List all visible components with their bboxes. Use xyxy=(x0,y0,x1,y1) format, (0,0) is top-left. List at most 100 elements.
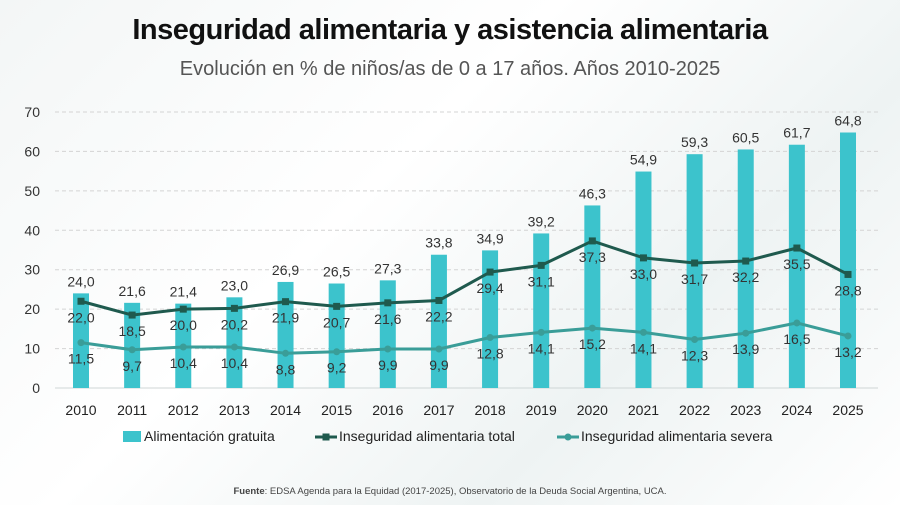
bar xyxy=(430,254,447,388)
bar-data-label: 54,9 xyxy=(630,152,657,168)
severe-marker xyxy=(282,349,290,357)
bar-data-label: 27,3 xyxy=(374,260,401,276)
severe-data-label: 10,4 xyxy=(170,355,197,371)
total-marker xyxy=(793,244,801,252)
severe-data-label: 9,9 xyxy=(378,357,398,373)
legend-marker-severe xyxy=(564,433,572,441)
total-marker xyxy=(128,311,136,319)
severe-marker xyxy=(333,348,341,356)
bar xyxy=(226,297,243,388)
severe-marker xyxy=(793,319,801,327)
y-tick-label: 50 xyxy=(24,183,40,199)
severe-data-label: 11,5 xyxy=(68,351,94,367)
bar-data-label: 59,3 xyxy=(681,134,708,150)
bar xyxy=(124,302,141,388)
total-data-label: 20,7 xyxy=(323,314,350,330)
bar-data-label: 60,5 xyxy=(732,129,759,145)
total-data-label: 22,0 xyxy=(67,309,94,325)
severe-data-label: 9,7 xyxy=(122,358,142,374)
total-data-label: 32,2 xyxy=(732,269,759,285)
bar-data-label: 33,8 xyxy=(425,235,452,251)
bar-data-label: 21,6 xyxy=(119,283,146,299)
total-marker xyxy=(742,257,750,265)
severe-data-label: 9,9 xyxy=(429,357,449,373)
total-marker xyxy=(435,296,443,304)
chart-title: Inseguridad alimentaria y asistencia ali… xyxy=(132,14,768,46)
legend-label: Alimentación gratuita xyxy=(144,428,275,444)
bar xyxy=(379,280,396,388)
total-marker xyxy=(844,270,852,278)
severe-marker xyxy=(639,328,647,336)
total-data-label: 20,2 xyxy=(221,316,248,332)
y-tick-label: 10 xyxy=(24,341,40,357)
severe-marker xyxy=(844,332,852,340)
x-tick-label: 2019 xyxy=(526,402,557,418)
y-tick-label: 0 xyxy=(32,380,40,396)
x-tick-label: 2012 xyxy=(168,402,199,418)
total-marker xyxy=(333,302,341,310)
severe-data-label: 13,9 xyxy=(732,341,759,357)
total-marker xyxy=(691,259,699,267)
total-data-label: 18,5 xyxy=(119,323,146,339)
total-data-label: 28,8 xyxy=(834,282,861,298)
severe-marker xyxy=(742,329,750,337)
legend-swatch-bar xyxy=(123,431,141,442)
severe-marker xyxy=(435,345,443,353)
source-note: Fuente: EDSA Agenda para la Equidad (201… xyxy=(0,486,900,497)
x-tick-label: 2017 xyxy=(423,402,454,418)
severe-marker xyxy=(230,343,238,351)
y-tick-label: 40 xyxy=(24,222,40,238)
source-label: Fuente xyxy=(233,486,265,497)
bar-data-label: 64,8 xyxy=(834,113,861,129)
severe-data-label: 12,8 xyxy=(476,346,503,362)
severe-marker xyxy=(384,345,392,353)
x-tick-label: 2020 xyxy=(577,402,608,418)
x-tick-label: 2025 xyxy=(832,402,863,418)
severe-data-label: 14,1 xyxy=(528,340,555,356)
bar-data-label: 61,7 xyxy=(783,125,810,141)
severe-marker xyxy=(128,346,136,354)
total-marker xyxy=(179,305,187,313)
bar-data-label: 26,9 xyxy=(272,262,299,278)
severe-marker xyxy=(179,343,187,351)
total-data-label: 31,1 xyxy=(528,273,555,289)
y-tick-label: 70 xyxy=(24,104,40,120)
chart-subtitle: Evolución en % de niños/as de 0 a 17 año… xyxy=(179,58,721,80)
bar-data-label: 34,9 xyxy=(476,230,503,246)
bar xyxy=(737,149,754,388)
severe-marker xyxy=(77,339,85,347)
total-marker xyxy=(639,254,647,262)
severe-marker xyxy=(691,336,699,344)
severe-data-label: 13,2 xyxy=(834,344,861,360)
total-marker xyxy=(537,261,545,269)
severe-data-label: 9,2 xyxy=(327,360,347,376)
bar-data-label: 23,0 xyxy=(221,277,248,293)
bar-data-label: 26,5 xyxy=(323,264,350,280)
bar-data-label: 21,4 xyxy=(170,284,197,300)
severe-line xyxy=(80,321,849,355)
severe-marker xyxy=(537,328,545,336)
x-tick-label: 2013 xyxy=(219,402,250,418)
x-tick-label: 2021 xyxy=(628,402,659,418)
severe-marker xyxy=(588,324,596,332)
bar xyxy=(584,205,601,388)
total-data-label: 21,9 xyxy=(272,310,299,326)
y-tick-label: 20 xyxy=(24,301,40,317)
x-tick-label: 2024 xyxy=(781,402,812,418)
total-marker xyxy=(77,297,85,305)
bar xyxy=(482,250,499,388)
total-marker xyxy=(384,299,392,307)
bar xyxy=(840,132,856,388)
bar xyxy=(686,154,703,388)
severe-data-label: 10,4 xyxy=(221,355,248,371)
severe-data-label: 12,3 xyxy=(681,348,708,364)
total-data-label: 21,6 xyxy=(374,311,401,327)
severe-data-label: 8,8 xyxy=(276,361,296,377)
total-marker xyxy=(282,298,290,306)
bar xyxy=(277,281,294,388)
x-tick-label: 2022 xyxy=(679,402,710,418)
total-data-label: 31,7 xyxy=(681,271,708,287)
bar xyxy=(788,144,805,388)
total-data-label: 33,0 xyxy=(630,266,657,282)
